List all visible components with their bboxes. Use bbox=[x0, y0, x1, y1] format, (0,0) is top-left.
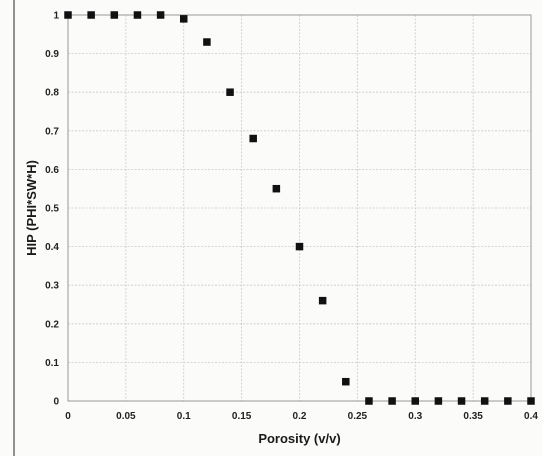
data-point bbox=[457, 397, 466, 405]
y-tick-label: 0.2 bbox=[45, 319, 59, 330]
x-tick-label: 0.1 bbox=[177, 411, 191, 422]
x-tick-label: 0.4 bbox=[524, 411, 538, 422]
data-point bbox=[272, 184, 281, 193]
data-point bbox=[249, 134, 257, 143]
data-point bbox=[156, 11, 165, 19]
data-point bbox=[411, 397, 419, 405]
x-axis-title: Porosity (v/v) bbox=[258, 431, 340, 446]
data-point bbox=[504, 397, 512, 405]
data-point bbox=[203, 38, 211, 46]
data-point bbox=[64, 11, 72, 19]
x-tick-label: 0.25 bbox=[348, 411, 368, 422]
x-tick-label: 0.15 bbox=[232, 411, 252, 422]
grid-lines bbox=[67, 14, 532, 402]
y-tick-label: 0.8 bbox=[45, 88, 59, 99]
x-tick-label: 0.05 bbox=[116, 411, 136, 422]
data-point bbox=[342, 377, 350, 386]
y-tick-label: 0.7 bbox=[45, 126, 59, 137]
data-point bbox=[480, 397, 489, 405]
x-tick-label: 0.35 bbox=[463, 411, 483, 422]
data-point bbox=[87, 11, 95, 19]
data-points bbox=[64, 11, 535, 405]
data-point bbox=[226, 88, 234, 96]
x-tick-label: 0.3 bbox=[408, 411, 422, 422]
data-point bbox=[133, 11, 142, 19]
data-point bbox=[295, 242, 304, 251]
data-point bbox=[527, 397, 535, 405]
y-tick-label: 0.5 bbox=[45, 204, 59, 215]
y-tick-label: 0.4 bbox=[45, 242, 59, 253]
y-tick-labels: 0 0.1 0.2 0.3 0.4 0.5 0.6 0.7 0.8 0.9 1 bbox=[45, 11, 59, 408]
data-point bbox=[318, 296, 327, 305]
y-tick-label: 0.9 bbox=[45, 49, 59, 60]
data-point bbox=[388, 397, 396, 405]
data-point bbox=[110, 11, 119, 19]
y-tick-label: 0.6 bbox=[45, 165, 59, 176]
y-tick-label: 0.1 bbox=[45, 358, 59, 369]
y-tick-label: 0 bbox=[53, 397, 59, 408]
x-tick-label: 0 bbox=[65, 411, 71, 422]
x-tick-labels: 0 0.05 0.1 0.15 0.2 0.25 0.3 0.35 0.4 bbox=[65, 411, 538, 422]
y-axis-title: HIP (PHI*SW*H) bbox=[24, 160, 39, 256]
data-point bbox=[434, 397, 443, 405]
y-tick-label: 1 bbox=[53, 11, 59, 22]
y-tick-label: 0.3 bbox=[45, 281, 59, 292]
x-tick-label: 0.2 bbox=[293, 411, 307, 422]
plot-area-frame bbox=[67, 14, 532, 402]
data-point bbox=[180, 15, 188, 23]
data-point bbox=[365, 397, 373, 405]
